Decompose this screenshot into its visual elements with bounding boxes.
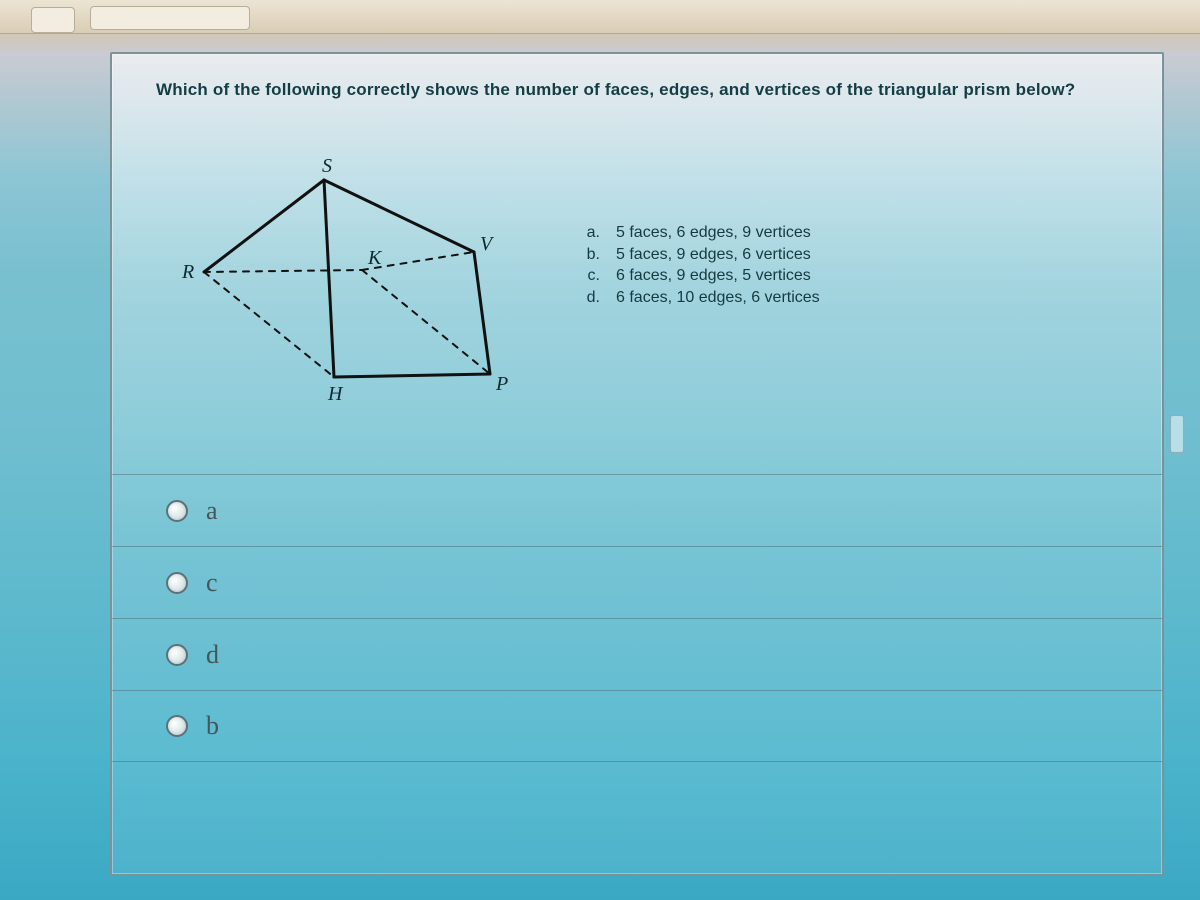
- choice-row: a. 5 faces, 6 edges, 9 vertices: [582, 222, 820, 244]
- radio-icon[interactable]: [166, 715, 188, 737]
- prism-edge: [324, 180, 474, 252]
- choice-row: d. 6 faces, 10 edges, 6 vertices: [582, 287, 820, 309]
- choice-label: c.: [582, 265, 600, 287]
- answer-option-b[interactable]: b: [112, 690, 1162, 762]
- vertex-label: P: [495, 373, 508, 395]
- choice-text: 5 faces, 6 edges, 9 vertices: [616, 222, 811, 244]
- vertex-label: V: [480, 233, 495, 255]
- vertex-label: K: [367, 247, 383, 269]
- choice-label: a.: [582, 222, 600, 244]
- prism-edge: [324, 180, 334, 377]
- choice-label: d.: [582, 287, 600, 309]
- prism-edge: [204, 270, 362, 272]
- question-text: Which of the following correctly shows t…: [156, 80, 1118, 100]
- prism-figure: SRHVKP: [174, 162, 514, 412]
- answer-option-label: a: [206, 496, 220, 526]
- answer-option-label: c: [206, 568, 220, 598]
- choice-row: b. 5 faces, 9 edges, 6 vertices: [582, 244, 820, 266]
- choice-text: 5 faces, 9 edges, 6 vertices: [616, 244, 811, 266]
- question-panel: Which of the following correctly shows t…: [110, 52, 1164, 876]
- choice-label: b.: [582, 244, 600, 266]
- question-block: Which of the following correctly shows t…: [156, 80, 1118, 100]
- scrollbar-hint[interactable]: [1170, 415, 1184, 453]
- answer-option-label: d: [206, 640, 221, 670]
- choice-text: 6 faces, 10 edges, 6 vertices: [616, 287, 820, 309]
- radio-icon[interactable]: [166, 572, 188, 594]
- answer-options: a c d b: [112, 474, 1162, 762]
- vertex-label: H: [327, 383, 344, 405]
- choice-row: c. 6 faces, 9 edges, 5 vertices: [582, 265, 820, 287]
- answer-option-c[interactable]: c: [112, 546, 1162, 618]
- choice-descriptions: a. 5 faces, 6 edges, 9 vertices b. 5 fac…: [582, 222, 820, 308]
- answer-option-d[interactable]: d: [112, 618, 1162, 690]
- prism-edge: [362, 270, 490, 374]
- radio-icon[interactable]: [166, 644, 188, 666]
- radio-icon[interactable]: [166, 500, 188, 522]
- prism-svg: SRHVKP: [174, 162, 514, 412]
- answer-option-label: b: [206, 711, 221, 741]
- prism-edge: [474, 252, 490, 374]
- prism-edge: [204, 272, 334, 377]
- prism-edge: [334, 374, 490, 377]
- window-chrome-top: [0, 0, 1200, 34]
- prism-edge: [204, 180, 324, 272]
- vertex-label: S: [322, 155, 332, 177]
- choice-text: 6 faces, 9 edges, 5 vertices: [616, 265, 811, 287]
- answer-option-a[interactable]: a: [112, 474, 1162, 546]
- question-tab-placeholder: [90, 6, 250, 30]
- vertex-label: R: [181, 261, 194, 283]
